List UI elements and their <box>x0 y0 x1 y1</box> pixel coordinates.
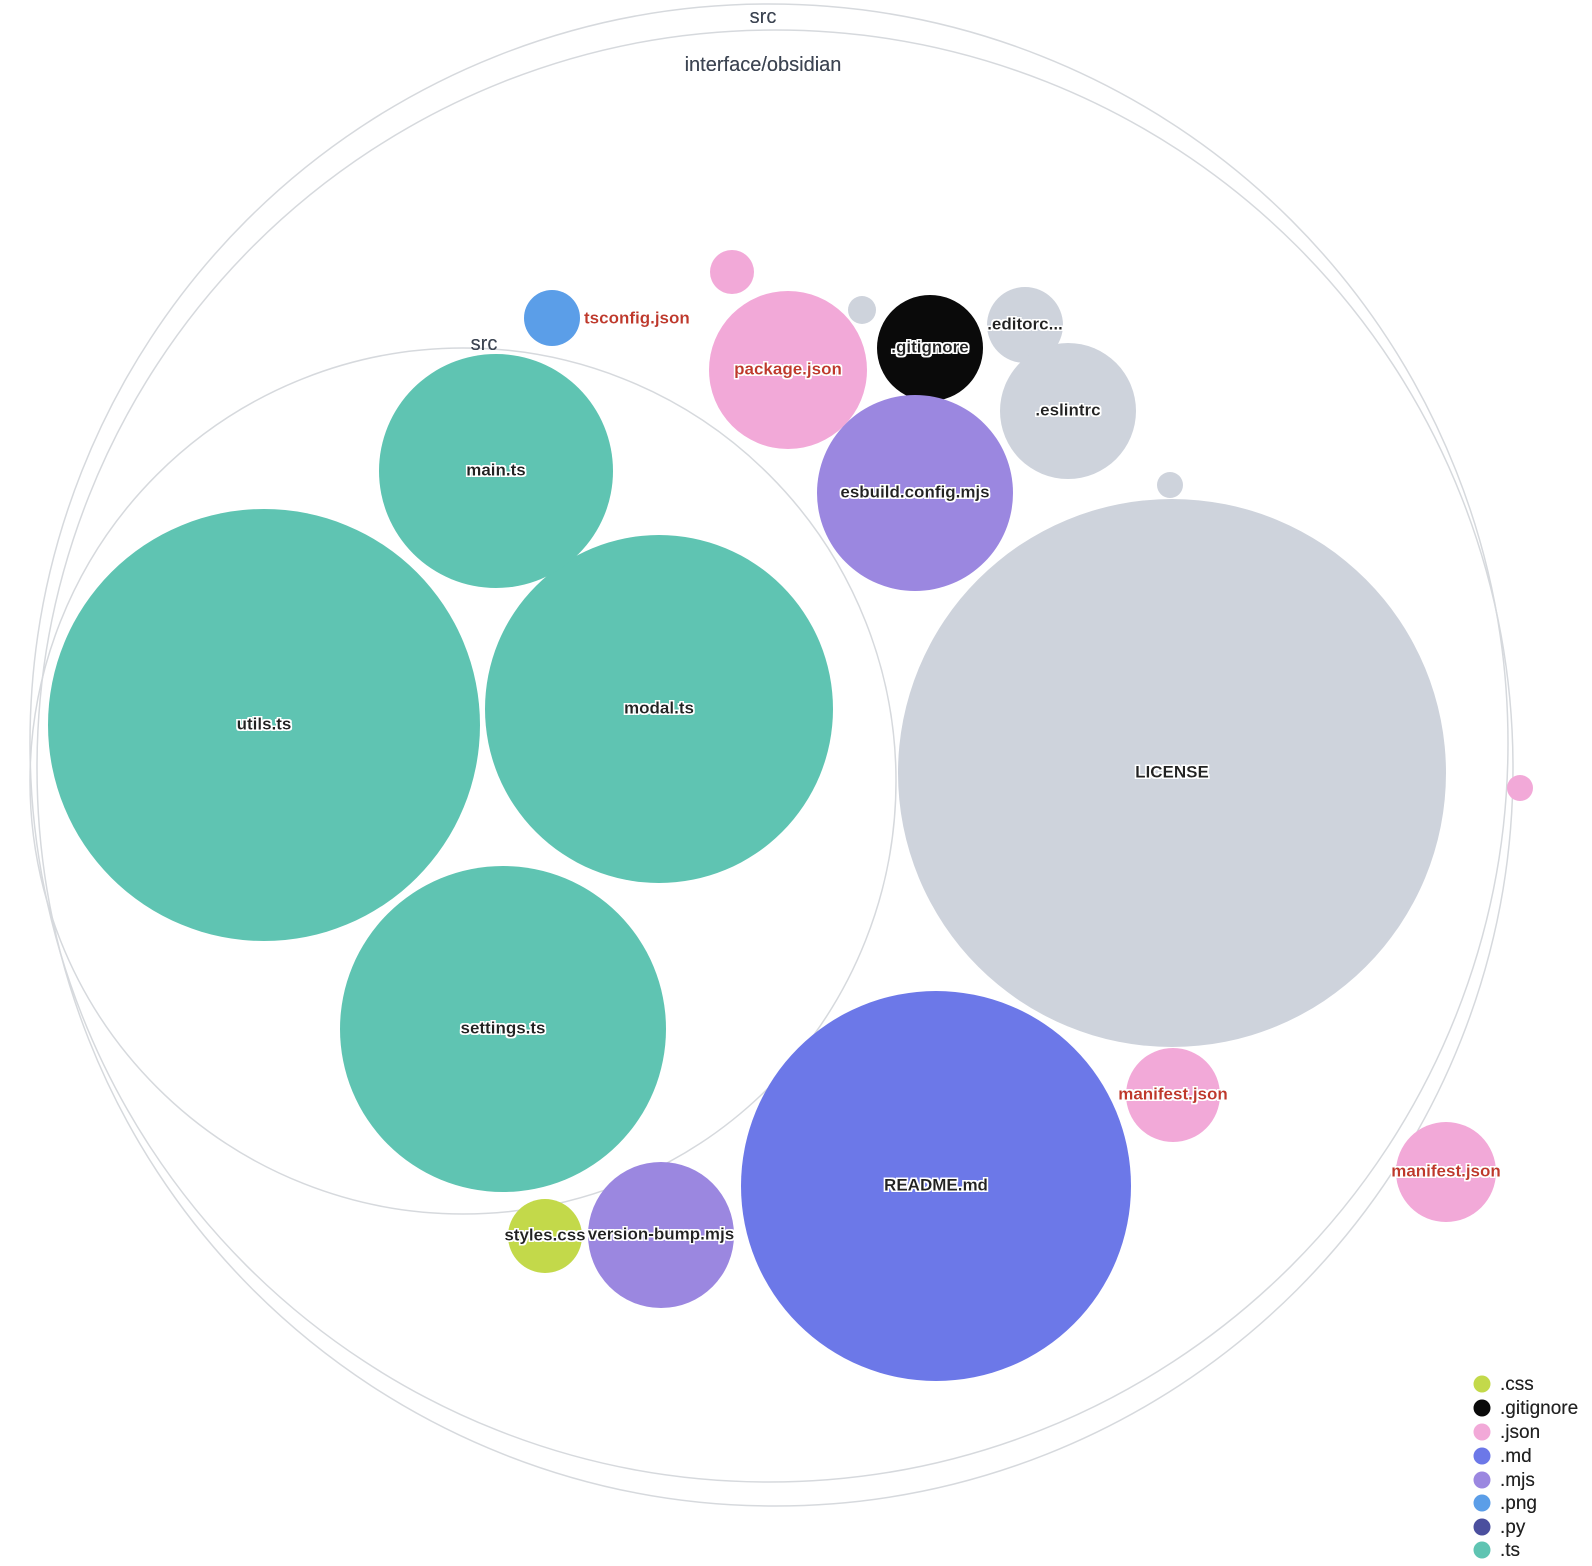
svg-text:main.ts: main.ts <box>466 460 526 479</box>
svg-text:.png: .png <box>1500 1493 1537 1514</box>
svg-text:manifest.json: manifest.json <box>1118 1084 1228 1103</box>
svg-text:.json: .json <box>1500 1422 1540 1443</box>
svg-text:modal.ts: modal.ts <box>624 698 694 717</box>
svg-text:version-bump.mjs: version-bump.mjs <box>588 1224 734 1243</box>
svg-text:manifest.json: manifest.json <box>1391 1161 1501 1180</box>
svg-text:.gitignore: .gitignore <box>891 337 968 356</box>
svg-text:esbuild.config.mjs: esbuild.config.mjs <box>840 482 989 501</box>
svg-text:.css: .css <box>1500 1374 1534 1395</box>
svg-text:package.json: package.json <box>734 359 842 378</box>
svg-text:styles.css: styles.css <box>504 1225 585 1244</box>
svg-text:.py: .py <box>1500 1517 1526 1538</box>
svg-text:src: src <box>471 333 498 355</box>
svg-text:interface/obsidian: interface/obsidian <box>685 54 842 76</box>
svg-text:README.md: README.md <box>884 1175 988 1194</box>
svg-text:LICENSE: LICENSE <box>1135 762 1209 781</box>
svg-text:settings.ts: settings.ts <box>460 1018 545 1037</box>
svg-text:.gitignore: .gitignore <box>1500 1398 1578 1419</box>
svg-text:.md: .md <box>1500 1446 1532 1467</box>
svg-text:.editorc...: .editorc... <box>987 314 1063 333</box>
svg-text:utils.ts: utils.ts <box>237 714 292 733</box>
svg-text:.ts: .ts <box>1500 1540 1520 1561</box>
svg-text:.mjs: .mjs <box>1500 1470 1535 1491</box>
svg-text:tsconfig.json: tsconfig.json <box>584 308 690 327</box>
svg-text:.eslintrc: .eslintrc <box>1035 400 1100 419</box>
svg-text:src: src <box>750 6 777 28</box>
